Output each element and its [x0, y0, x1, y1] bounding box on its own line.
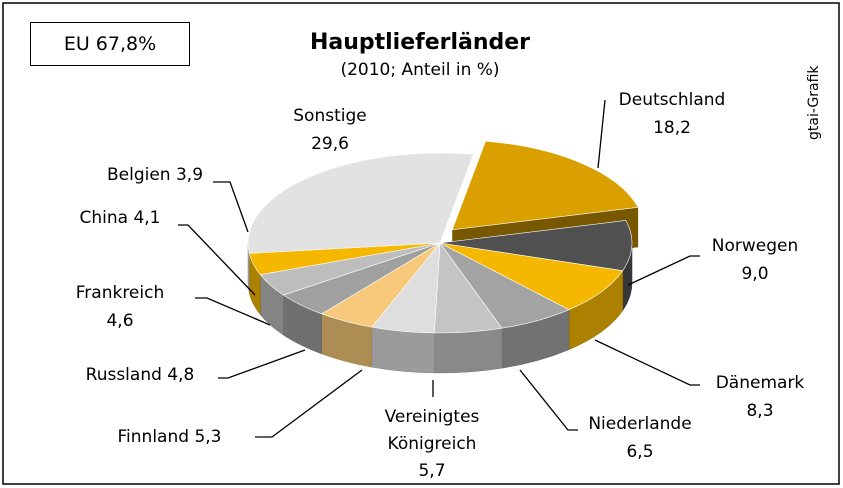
category-label: Finnland	[117, 427, 190, 447]
leader-line	[519, 369, 578, 431]
data-label: Niederlande 6,5	[570, 410, 710, 466]
category-label: Belgien	[106, 165, 171, 185]
leader-line	[255, 369, 363, 438]
chart-subtitle: (2010; Anteil in %)	[340, 60, 500, 80]
data-label: Frankreich 4,6	[55, 279, 185, 335]
category-label: Russland	[85, 365, 162, 385]
data-label: Vereinigtes Königreich 5,7	[352, 404, 512, 485]
slice	[439, 220, 633, 272]
value-label: 4,6	[106, 311, 134, 331]
data-label: Sonstige 29,6	[265, 102, 395, 158]
chart-title: Hauptlieferländer	[309, 30, 531, 55]
category-label: Frankreich	[75, 283, 165, 303]
category-label: Dänemark	[715, 373, 805, 393]
leader-line	[594, 339, 700, 386]
slice-side	[371, 326, 435, 374]
value-label: 29,6	[311, 134, 349, 154]
leader-line	[178, 224, 256, 296]
slice	[247, 152, 474, 254]
leader-line	[218, 349, 306, 379]
data-label: Russland 4,8	[60, 361, 220, 389]
data-label: China 4,1	[55, 204, 185, 232]
value-label: 18,2	[653, 118, 691, 138]
data-label: Dänemark 8,3	[700, 369, 820, 425]
source: gtai-Grafik	[806, 65, 822, 140]
value-label: 3,9	[175, 165, 204, 185]
slice-tops	[247, 140, 639, 334]
value-label: 5,7	[418, 461, 446, 481]
category-label: China	[79, 208, 129, 228]
data-label: Deutschland 18,2	[602, 86, 742, 142]
category-label: Norwegen	[711, 236, 799, 256]
annotation: EU 67,8%	[30, 22, 190, 66]
data-label: Belgien 3,9	[80, 161, 230, 189]
category-label: Sonstige	[293, 106, 367, 126]
value-label: 6,5	[626, 442, 654, 462]
category-label: Deutschland	[618, 90, 726, 110]
value-label: 4,1	[133, 208, 161, 228]
slice	[439, 242, 624, 311]
leader-line	[213, 181, 249, 233]
data-label: Norwegen 9,0	[690, 232, 820, 288]
leader-line	[195, 297, 271, 326]
leader-line	[627, 255, 700, 286]
value-label: 9,0	[741, 264, 769, 284]
category-label: Niederlande	[588, 414, 692, 434]
category-label: Vereinigtes Königreich	[384, 407, 480, 454]
leader-line	[597, 99, 606, 169]
data-label: Finnland 5,3	[82, 423, 257, 451]
value-label: 8,3	[746, 401, 774, 421]
value-label: 5,3	[194, 427, 222, 447]
slice-side	[433, 327, 503, 374]
value-label: 4,8	[167, 365, 195, 385]
slice	[451, 140, 639, 231]
